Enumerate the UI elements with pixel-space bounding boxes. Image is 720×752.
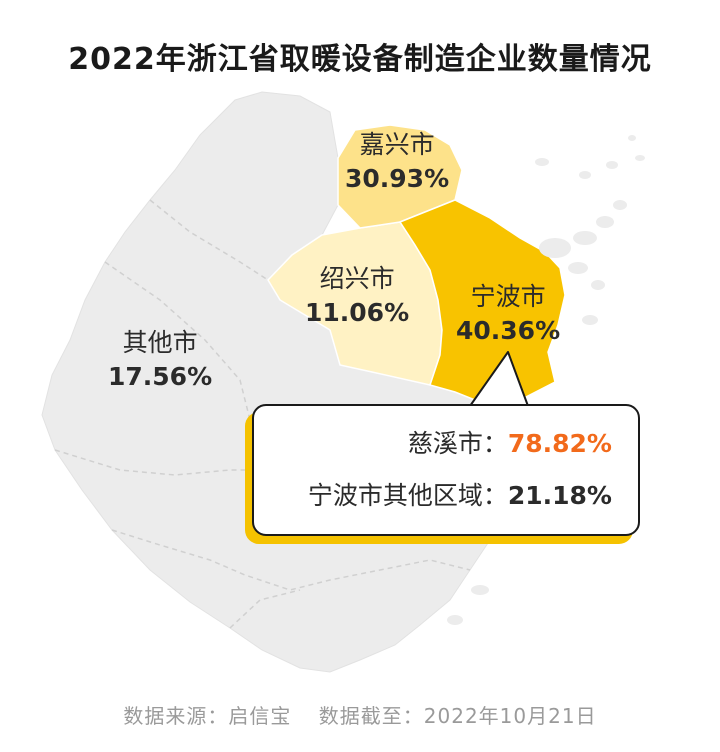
region-name: 绍兴市 <box>319 264 395 293</box>
callout-label: 慈溪市： <box>407 429 508 458</box>
footer: 数据来源：启信宝 数据截至：2022年10月21日 <box>0 700 720 729</box>
region-percent: 17.56% <box>108 361 213 391</box>
callout-row-ningbo-other: 宁波市其他区域：21.18% <box>308 476 612 512</box>
region-percent: 30.93% <box>345 163 450 193</box>
data-cutoff: 数据截至：2022年10月21日 <box>318 704 597 728</box>
region-name: 嘉兴市 <box>359 130 435 159</box>
label-other-cities: 其他市 17.56% <box>108 326 212 394</box>
city-borders <box>54 199 471 629</box>
callout-value: 21.18% <box>507 481 612 510</box>
data-source: 数据来源：启信宝 <box>123 704 292 728</box>
map-title: 2022年浙江省取暖设备制造企业数量情况 <box>68 42 652 77</box>
region-jiaxing <box>337 124 463 229</box>
label-jiaxing: 嘉兴市 30.93% <box>345 128 449 196</box>
ningbo-breakdown-callout: 慈溪市：78.82% 宁波市其他区域：21.18% <box>252 404 640 536</box>
region-percent: 40.36% <box>456 315 561 345</box>
label-shaoxing: 绍兴市 11.06% <box>305 262 409 330</box>
region-ningbo <box>398 199 566 411</box>
label-ningbo: 宁波市 40.36% <box>456 280 560 348</box>
region-name: 其他市 <box>122 328 198 357</box>
callout-row-cixi: 慈溪市：78.82% <box>408 424 612 460</box>
callout-value: 78.82% <box>507 429 612 458</box>
region-name: 宁波市 <box>470 282 546 311</box>
callout-label: 宁波市其他区域： <box>307 481 508 510</box>
region-percent: 11.06% <box>305 297 410 327</box>
